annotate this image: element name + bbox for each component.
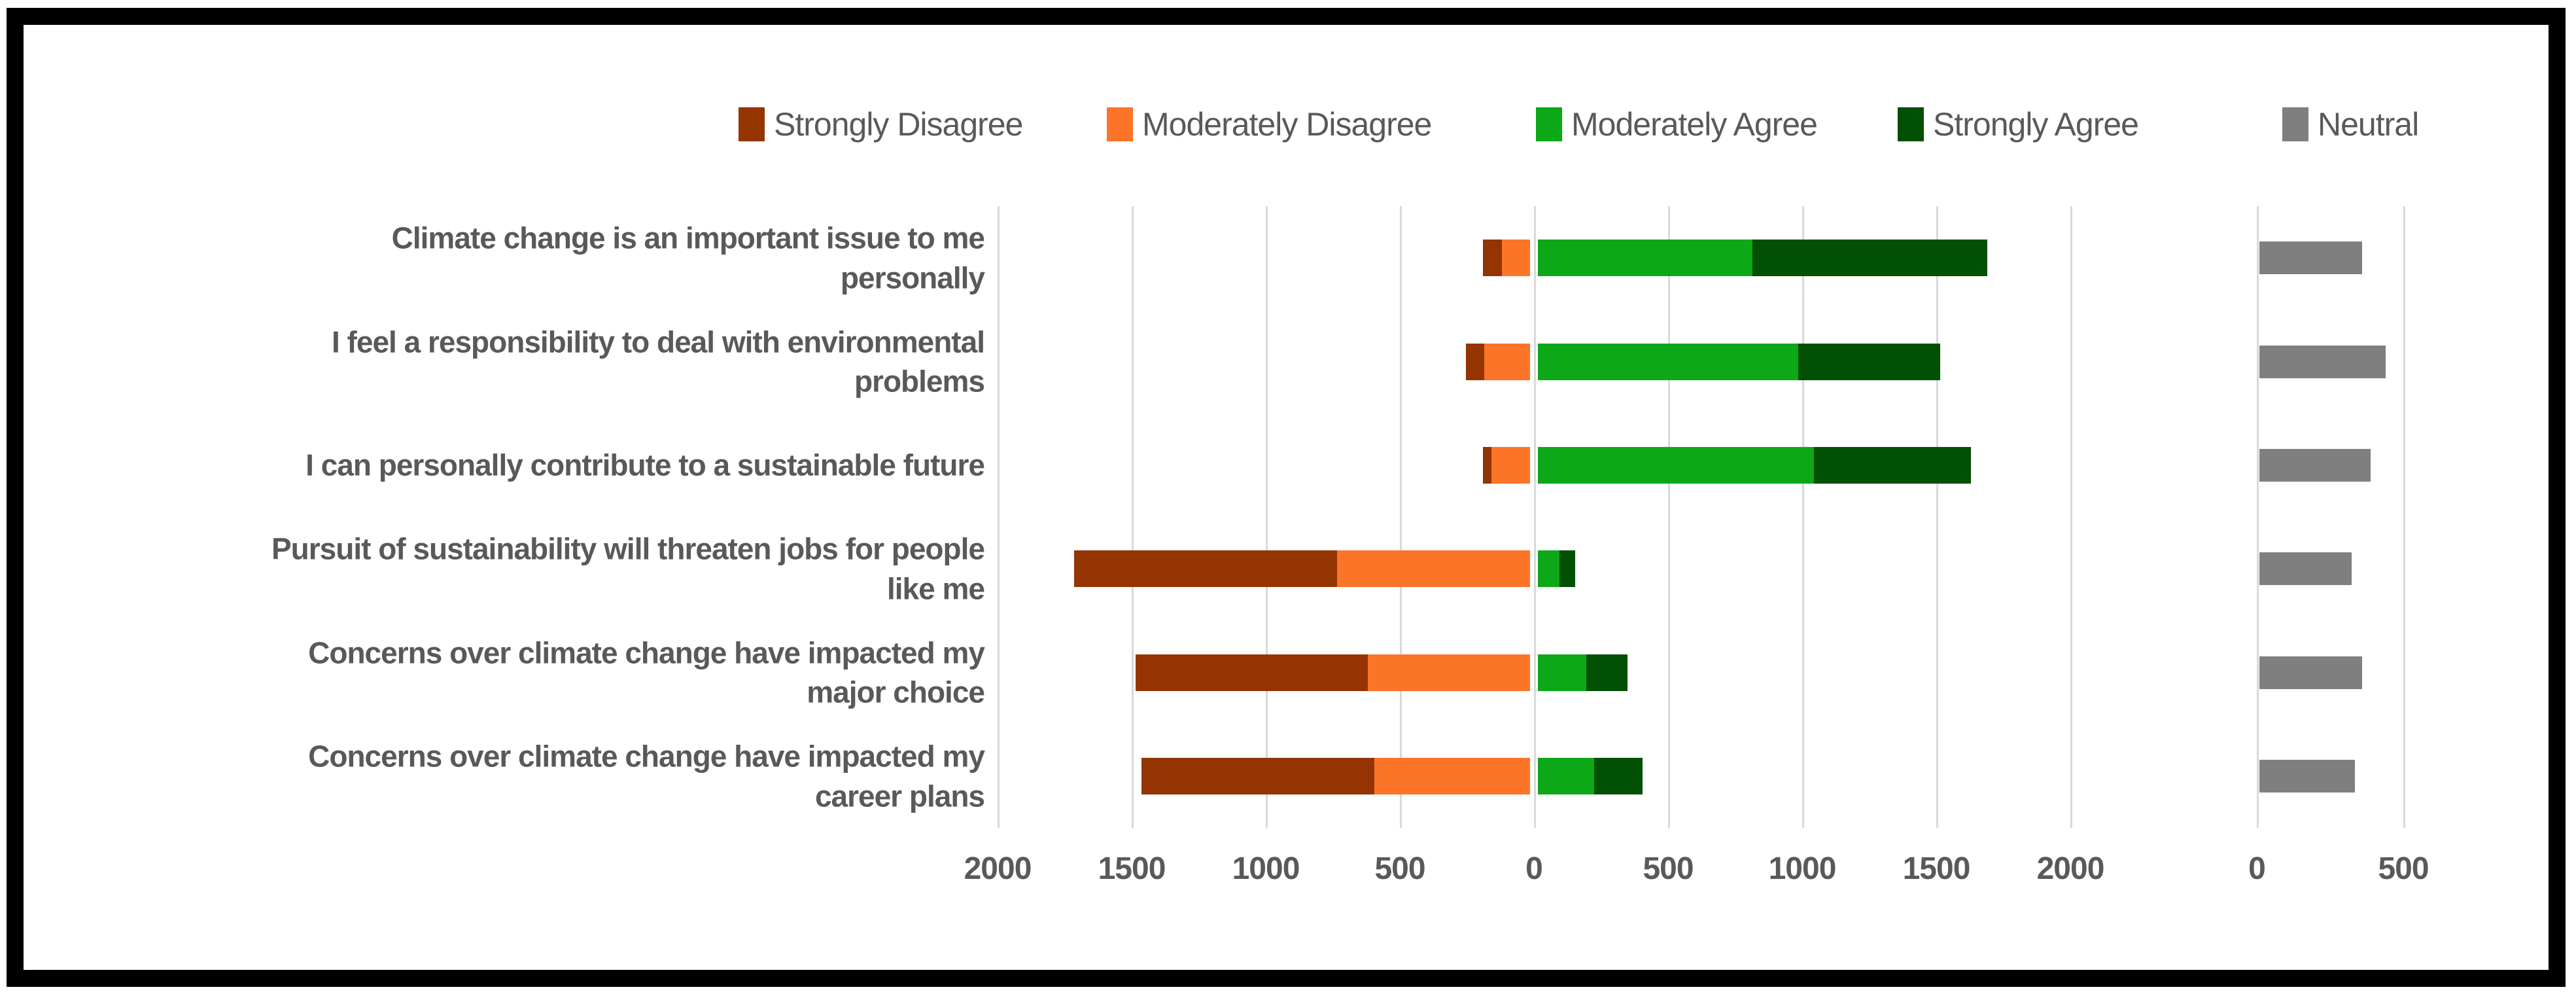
main-gridline-1000 xyxy=(1802,206,1804,828)
main-gridline-0 xyxy=(1534,206,1536,828)
main-axis-tick-label: 500 xyxy=(1643,851,1694,886)
bar-segment-strongly-agree xyxy=(1798,343,1940,380)
main-gridline-1500 xyxy=(1132,206,1134,828)
bar-segment-strongly-disagree xyxy=(1483,240,1502,277)
legend-swatch-icon xyxy=(1898,107,1924,141)
bar-segment-strongly-agree xyxy=(1814,446,1972,484)
category-label: Climate change is an important issue to … xyxy=(391,221,985,295)
bar-segment-moderately-disagree xyxy=(1374,757,1530,794)
chart-outer-border xyxy=(7,8,2566,987)
legend-item-strongly-agree: Strongly Agree xyxy=(1898,105,2139,144)
main-axis-tick-label: 1500 xyxy=(1098,851,1166,886)
bar-segment-neutral xyxy=(2259,241,2362,275)
bar-segment-moderately-agree xyxy=(1538,757,1595,794)
bar-segment-moderately-agree xyxy=(1538,550,1559,588)
bar-segment-moderately-disagree xyxy=(1491,446,1530,484)
legend-swatch-icon xyxy=(1536,107,1562,141)
main-gridline-500 xyxy=(1668,206,1670,828)
category-label: I feel a responsibility to deal with env… xyxy=(331,324,985,399)
bar-segment-strongly-disagree xyxy=(1465,343,1485,380)
bar-segment-strongly-disagree xyxy=(1141,757,1375,794)
bar-segment-strongly-disagree xyxy=(1136,654,1368,691)
legend-label: Moderately Disagree xyxy=(1142,106,1432,143)
legend-item-strongly-disagree: Strongly Disagree xyxy=(739,105,1023,144)
bar-segment-moderately-disagree xyxy=(1367,654,1530,691)
main-axis-tick-label: 2000 xyxy=(2036,851,2105,886)
bar-segment-moderately-disagree xyxy=(1484,343,1530,380)
bar-segment-moderately-disagree xyxy=(1501,240,1530,277)
legend-label: Strongly Disagree xyxy=(774,106,1023,143)
main-gridline-1500 xyxy=(1936,206,1938,828)
main-gridline-500 xyxy=(1400,206,1402,828)
bar-segment-moderately-agree xyxy=(1538,654,1586,691)
bar-segment-strongly-agree xyxy=(1594,757,1643,794)
bar-segment-neutral xyxy=(2259,345,2386,378)
legend-swatch-icon xyxy=(2282,107,2308,141)
bar-segment-neutral xyxy=(2259,656,2362,689)
legend-label: Strongly Agree xyxy=(1933,106,2139,143)
bar-segment-strongly-agree xyxy=(1559,550,1576,588)
category-label: Concerns over climate change have impact… xyxy=(308,635,985,709)
neutral-gridline-0 xyxy=(2257,206,2259,828)
main-axis-tick-label: 2000 xyxy=(964,851,1032,886)
neutral-axis-tick-label: 500 xyxy=(2378,851,2429,886)
legend-label: Moderately Agree xyxy=(1571,106,1818,143)
bar-segment-moderately-disagree xyxy=(1336,550,1530,588)
main-gridline-1000 xyxy=(1266,206,1268,828)
bar-segment-neutral xyxy=(2259,552,2352,586)
main-axis-tick-label: 1000 xyxy=(1768,851,1837,886)
category-label: I can personally contribute to a sustain… xyxy=(305,448,985,482)
main-axis-tick-label: 500 xyxy=(1374,851,1425,886)
main-gridline-2000 xyxy=(998,206,1000,828)
legend-item-neutral: Neutral xyxy=(2282,105,2419,144)
category-label: Concerns over climate change have impact… xyxy=(308,739,985,813)
bar-segment-strongly-agree xyxy=(1752,240,1987,277)
legend-label: Neutral xyxy=(2318,106,2419,143)
bar-segment-strongly-disagree xyxy=(1483,446,1491,484)
bar-segment-moderately-agree xyxy=(1538,446,1815,484)
legend-item-moderately-disagree: Moderately Disagree xyxy=(1107,105,1432,144)
bar-segment-strongly-disagree xyxy=(1074,550,1337,588)
legend-swatch-icon xyxy=(739,107,765,141)
neutral-axis-tick-label: 0 xyxy=(2248,851,2266,886)
main-gridline-2000 xyxy=(2070,206,2072,828)
legend-swatch-icon xyxy=(1107,107,1133,141)
bar-segment-strongly-agree xyxy=(1586,654,1628,691)
bar-segment-neutral xyxy=(2259,448,2371,482)
main-axis-tick-label: 1000 xyxy=(1232,851,1300,886)
main-axis-tick-label: 0 xyxy=(1525,851,1543,886)
bar-segment-neutral xyxy=(2259,759,2355,793)
legend-item-moderately-agree: Moderately Agree xyxy=(1536,105,1818,144)
main-axis-tick-label: 1500 xyxy=(1902,851,1971,886)
neutral-gridline-500 xyxy=(2403,206,2405,828)
bar-segment-moderately-agree xyxy=(1538,240,1752,277)
category-label: Pursuit of sustainability will threaten … xyxy=(271,531,985,606)
bar-segment-moderately-agree xyxy=(1538,343,1798,380)
